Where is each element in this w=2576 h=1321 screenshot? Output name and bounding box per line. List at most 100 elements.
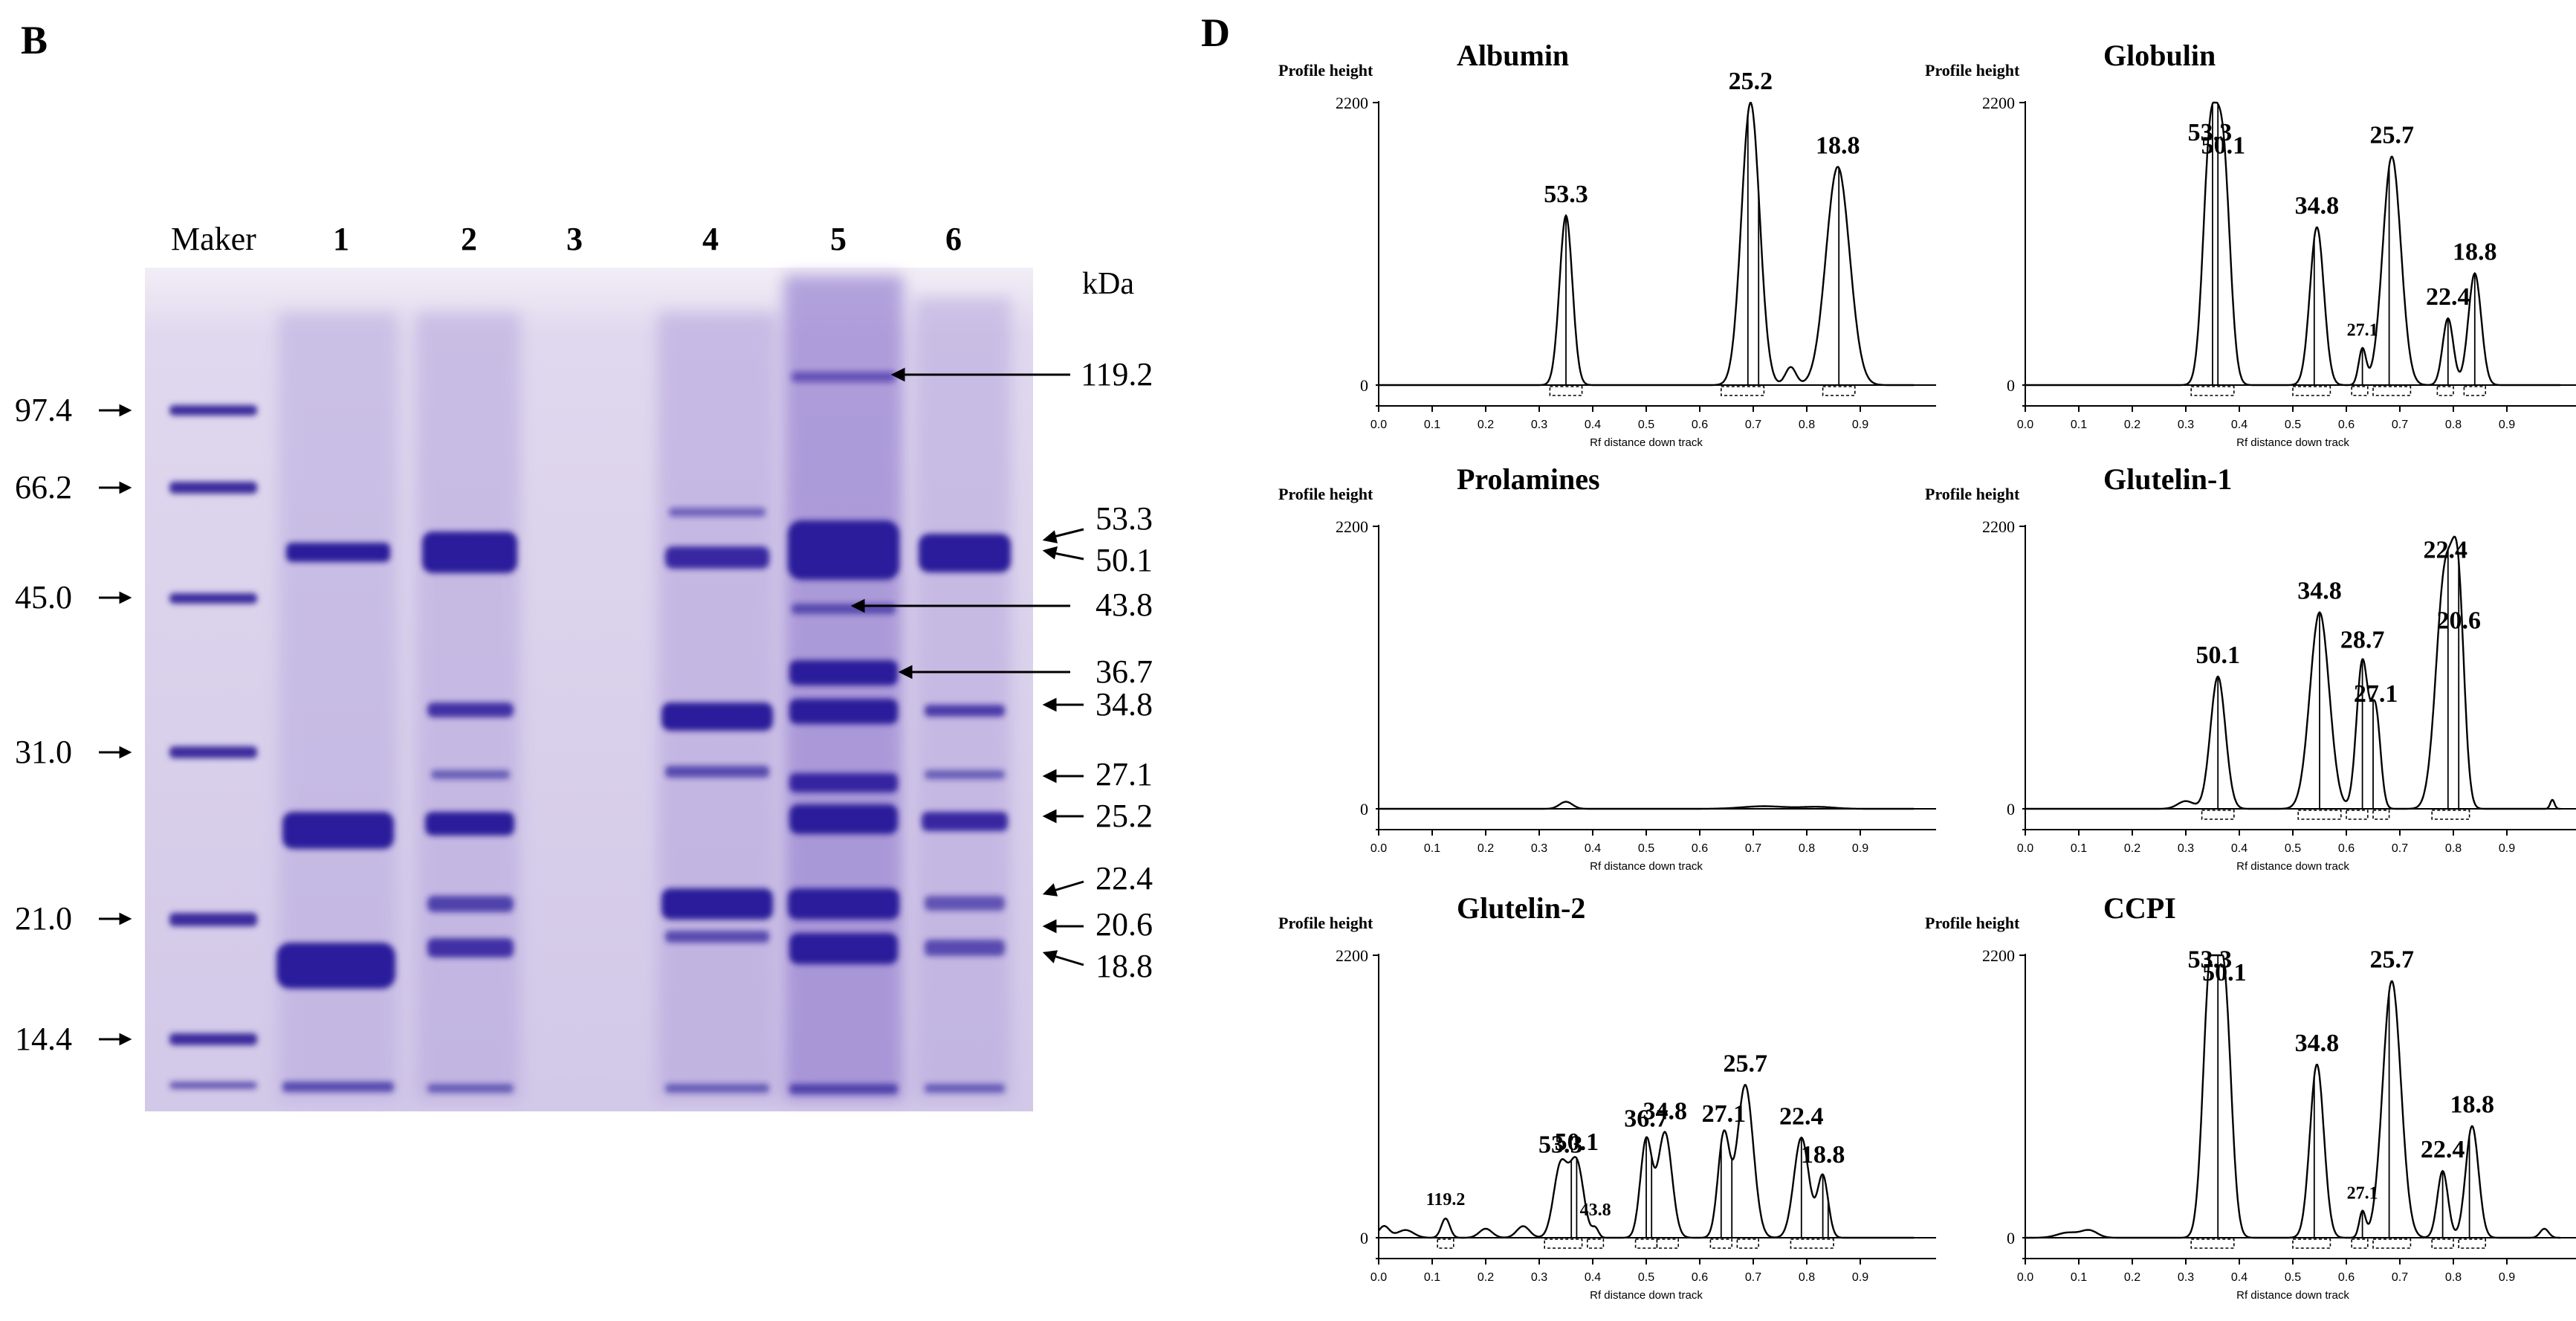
band	[427, 938, 514, 957]
integration-band	[2190, 386, 2235, 396]
x-tick-label: 0.2	[1478, 1271, 1494, 1284]
x-tick-label: 0.0	[1370, 842, 1387, 855]
band	[669, 508, 766, 517]
integration-band	[2351, 1238, 2369, 1249]
marker-label-21: 21.0	[15, 900, 72, 937]
x-tick-label: 0.8	[2445, 842, 2462, 855]
y-axis-label: Profile height	[1278, 61, 1373, 80]
peak-label: 27.1	[2347, 1183, 2378, 1203]
panel-d-letter: D	[1201, 10, 1230, 55]
x-tick-label: 0.4	[2231, 419, 2247, 431]
chart-title: CCPI	[2103, 891, 2176, 925]
x-tick-label: 0.0	[2017, 1271, 2033, 1284]
band	[788, 888, 899, 920]
peak-label: 34.8	[2295, 193, 2340, 220]
x-tick-label: 0.0	[1370, 1271, 1387, 1284]
peak-label: 25.7	[1723, 1050, 1767, 1077]
peak-label: 34.8	[1643, 1097, 1687, 1125]
x-tick-label: 0.9	[1852, 1271, 1868, 1284]
x-tick-label: 0.4	[1585, 419, 1601, 431]
integration-band	[1544, 1238, 1583, 1249]
peak-label: 27.1	[2347, 321, 2378, 340]
x-tick-label: 0.7	[2392, 1271, 2408, 1284]
panel-b-letter: B	[21, 18, 48, 62]
x-tick-label: 0.6	[1692, 419, 1708, 431]
band	[661, 888, 773, 920]
x-axis-label: Rf distance down track	[2236, 1289, 2349, 1302]
marker-band-21	[169, 913, 257, 926]
peak-label: 28.7	[2340, 626, 2385, 653]
band	[925, 896, 1005, 911]
kda-unit-label: kDa	[1082, 267, 1134, 301]
band-label-27: 27.1	[1096, 756, 1153, 792]
x-tick-label: 0.1	[2071, 419, 2087, 431]
band	[427, 896, 514, 912]
integration-band	[2190, 1238, 2235, 1249]
lane-5-bands	[788, 372, 899, 1094]
x-tick-label: 0.4	[2231, 842, 2247, 855]
band	[792, 372, 896, 382]
integration-band	[2297, 810, 2342, 820]
marker-band-97	[169, 405, 257, 416]
x-tick-label: 0.2	[1478, 842, 1494, 855]
peak-label: 50.1	[2202, 959, 2247, 986]
band	[661, 703, 773, 731]
profile-line	[2025, 954, 2560, 1239]
profile-charts: Profile height 2200 0 0.0 0.1 0.2 0.3 0.4 0.5 0.6…	[1278, 39, 2576, 1302]
profile-chart-prolamines: Profile height 2200 0 0.0 0.1 0.2 0.3 0.4 0.5 0.6…	[1278, 462, 1936, 873]
peak-label: 18.8	[1816, 132, 1860, 159]
x-tick-label: 0.3	[1531, 419, 1547, 431]
band	[282, 812, 394, 849]
profile-chart-globulin: Profile height 2200 0 0.0 0.1 0.2 0.3 0.4 0.5 0.6…	[1925, 39, 2576, 449]
marker-label-97: 97.4	[15, 392, 72, 428]
y-axis-label: Profile height	[1278, 914, 1373, 932]
band	[427, 703, 514, 717]
x-tick-label: 0.1	[1424, 842, 1440, 855]
y-tick-label: 2200	[1336, 946, 1368, 965]
peak-label: 50.1	[2201, 132, 2246, 159]
x-tick-label: 0.3	[2178, 419, 2194, 431]
band	[925, 1084, 1005, 1093]
band-label-22: 22.4	[1096, 860, 1153, 897]
marker-label-31: 31.0	[15, 734, 72, 770]
peak-label: 18.8	[2453, 239, 2497, 266]
peak-label: 25.2	[1729, 68, 1773, 95]
peak-label: 119.2	[1426, 1190, 1466, 1209]
integration-band	[1587, 1238, 1605, 1249]
x-tick-label: 0.7	[1745, 1271, 1761, 1284]
y-tick-label: 2200	[1982, 946, 2015, 965]
x-tick-label: 0.9	[2499, 842, 2515, 855]
band-label-18: 18.8	[1096, 948, 1153, 984]
band	[282, 1082, 394, 1092]
y-tick-label: 0	[2007, 376, 2015, 395]
x-tick-label: 0.7	[1745, 419, 1761, 431]
x-tick-label: 0.6	[1692, 842, 1708, 855]
marker-band-31	[169, 746, 257, 758]
integration-band	[2372, 810, 2390, 820]
band-label-25: 25.2	[1096, 798, 1153, 834]
x-tick-label: 0.8	[2445, 419, 2462, 431]
peak-label: 25.7	[2369, 122, 2414, 149]
lane-label-1: 1	[333, 221, 349, 257]
band	[789, 773, 898, 792]
x-tick-label: 0.0	[2017, 842, 2033, 855]
x-tick-label: 0.6	[2338, 419, 2355, 431]
x-tick-label: 0.3	[2178, 1271, 2194, 1284]
y-axis-label: Profile height	[1925, 485, 2020, 503]
band	[425, 812, 514, 836]
x-tick-label: 0.1	[1424, 1271, 1440, 1284]
lane-1-bands	[276, 543, 395, 1092]
x-tick-label: 0.9	[2499, 1271, 2515, 1284]
integration-band	[2436, 386, 2454, 396]
profile-line	[1378, 1084, 1914, 1239]
marker-label-66: 66.2	[15, 469, 72, 506]
x-tick-label: 0.6	[1692, 1271, 1708, 1284]
band-label-43: 43.8	[1096, 587, 1153, 623]
x-tick-label: 0.7	[1745, 842, 1761, 855]
band	[789, 804, 898, 834]
y-tick-label: 2200	[1336, 517, 1368, 536]
band	[925, 705, 1005, 717]
marker-band-66	[169, 482, 257, 494]
marker-bands	[169, 405, 257, 1089]
